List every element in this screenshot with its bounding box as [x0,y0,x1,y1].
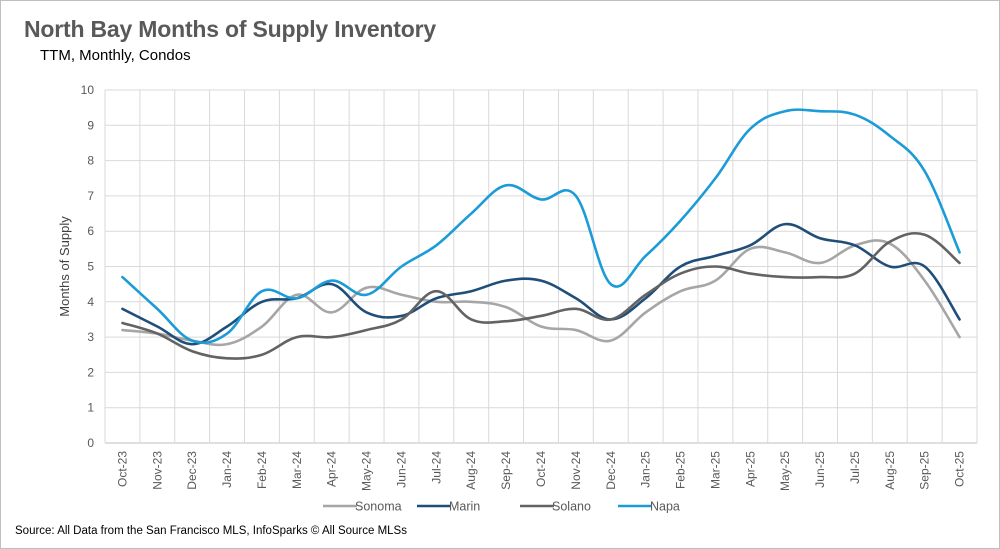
y-tick-label: 1 [87,401,94,415]
y-tick-label: 4 [87,295,94,309]
y-tick-labels: 0 1 2 3 4 5 6 7 8 9 10 [81,83,95,450]
x-tick-label: Jul-25 [848,451,862,484]
source-note: Source: All Data from the San Francisco … [15,525,407,537]
y-axis-title: Months of Supply [57,216,72,317]
x-tick-label: Sep-24 [499,451,513,490]
x-tick-label: Mar-25 [708,451,722,489]
y-tick-label: 9 [87,118,94,132]
series-line-napa [121,108,961,344]
y-tick-label: 6 [87,224,94,238]
x-tick-label: Jan-25 [639,451,653,488]
x-tick-label: Aug-25 [883,451,897,490]
legend-label-marin: Marin [449,500,480,514]
x-tick-label: Dec-23 [185,451,199,490]
x-tick-labels: Oct-23 Nov-23 Dec-23 Jan-24 Feb-24 Mar-24 Apr-… [115,451,966,491]
x-tick-label: Nov-24 [569,451,583,490]
y-tick-label: 5 [87,260,94,274]
legend-label-napa: Napa [650,500,680,514]
x-tick-label: May-25 [778,451,792,491]
x-tick-label: Mar-24 [290,451,304,489]
x-tick-label: Aug-24 [464,451,478,490]
x-tick-label: Oct-25 [953,451,967,487]
x-tick-label: Apr-25 [743,451,757,487]
x-tick-label: Nov-23 [150,451,164,490]
x-tick-label: May-24 [360,451,374,491]
x-tick-label: Oct-23 [115,451,129,487]
series-line-marin [121,222,961,346]
x-tick-label: Feb-25 [674,451,688,489]
legend: Sonoma Marin Solano Napa [323,500,680,514]
x-tick-label: Apr-24 [325,451,339,487]
y-tick-label: 8 [87,154,94,168]
chart-title: North Bay Months of Supply Inventory [24,16,436,42]
y-tick-label: 7 [87,189,94,203]
series-lines [121,108,961,360]
series-line-sonoma [121,239,961,347]
chart-subtitle: TTM, Monthly, Condos [40,47,191,64]
grid [104,89,978,444]
y-tick-label: 2 [87,365,94,379]
legend-label-sonoma: Sonoma [355,500,402,514]
y-tick-label: 10 [81,83,95,97]
x-tick-label: Dec-24 [604,451,618,490]
x-tick-label: Jun-24 [394,451,408,488]
x-tick-label: Feb-24 [255,451,269,489]
x-tick-label: Oct-24 [534,451,548,487]
y-tick-label: 0 [87,436,94,450]
series-line-solano [121,231,961,360]
y-tick-label: 3 [87,330,94,344]
x-tick-label: Sep-25 [918,451,932,490]
legend-label-solano: Solano [552,500,591,514]
x-tick-label: Jul-24 [429,451,443,484]
x-tick-label: Jan-24 [220,451,234,488]
x-tick-label: Jun-25 [813,451,827,488]
